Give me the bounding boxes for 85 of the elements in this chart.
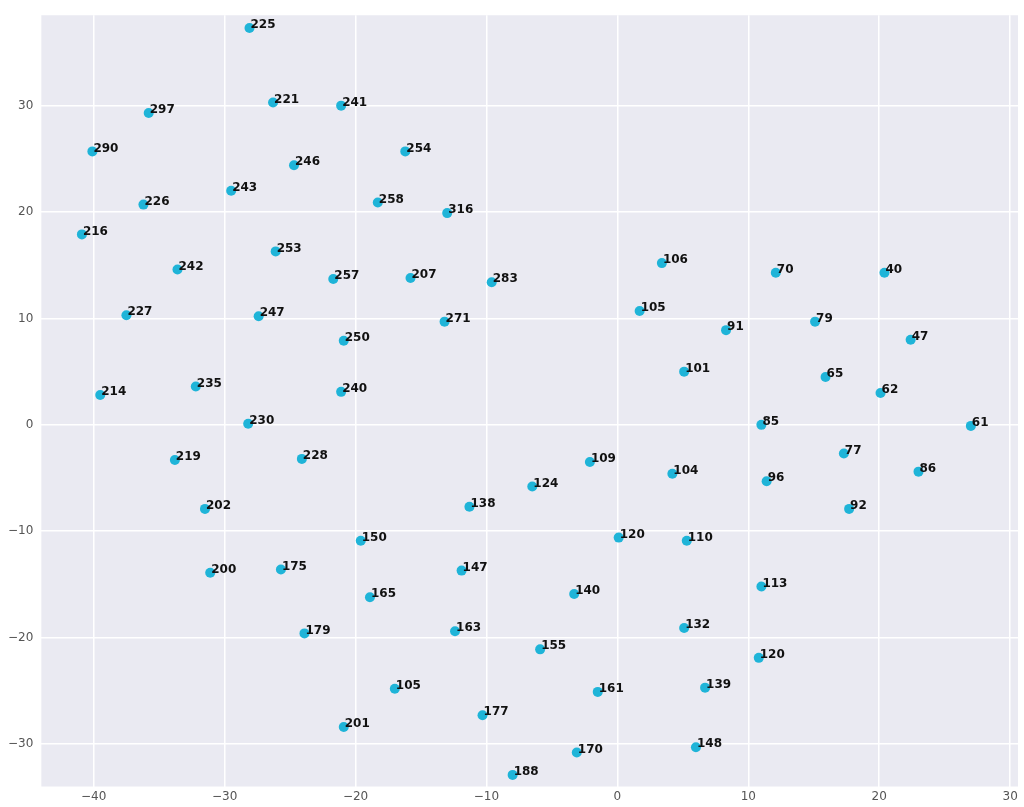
- annotation: 221: [274, 91, 300, 106]
- x-tick-label: −40: [81, 788, 107, 803]
- annotation: 104: [673, 462, 699, 477]
- annotation: 62: [881, 382, 899, 397]
- annotation: 247: [259, 305, 285, 320]
- annotation: 147: [462, 559, 488, 574]
- x-tick-label: −20: [342, 788, 369, 803]
- annotation: 243: [232, 179, 258, 194]
- annotation: 230: [249, 412, 275, 427]
- annotation: 257: [334, 268, 360, 283]
- annotation: 170: [577, 741, 603, 756]
- x-tick-label: 30: [1002, 788, 1018, 803]
- annotation: 240: [342, 380, 368, 395]
- annotation: 47: [911, 328, 929, 343]
- annotation: 201: [344, 716, 370, 731]
- annotation: 155: [541, 638, 567, 653]
- annotation: 105: [640, 300, 666, 315]
- annotation: 79: [816, 310, 833, 325]
- y-tick-label: 20: [18, 204, 34, 219]
- annotation: 91: [727, 319, 744, 334]
- annotation: 96: [767, 470, 785, 485]
- annotation: 120: [759, 646, 785, 661]
- annotation: 132: [685, 617, 711, 632]
- annotation: 283: [492, 271, 518, 286]
- annotation: 242: [178, 258, 204, 273]
- annotation: 258: [378, 191, 404, 206]
- annotation: 297: [149, 102, 175, 117]
- annotation: 109: [590, 451, 616, 466]
- annotation: 225: [250, 17, 276, 32]
- annotation: 254: [406, 140, 432, 155]
- annotation: 40: [885, 261, 903, 276]
- y-tick-label: −30: [8, 736, 34, 751]
- annotation: 207: [411, 267, 437, 282]
- annotation: 219: [175, 449, 201, 464]
- y-tick-label: −20: [8, 629, 34, 644]
- y-tick-label: 0: [25, 416, 34, 431]
- x-tick-label: 20: [871, 788, 887, 803]
- annotation: 175: [281, 558, 307, 573]
- annotation: 226: [144, 193, 170, 208]
- annotation: 214: [101, 384, 127, 399]
- annotation: 92: [850, 498, 867, 513]
- annotation: 200: [211, 561, 237, 576]
- annotation: 202: [205, 498, 232, 513]
- annotation: 105: [395, 677, 421, 692]
- annotation: 188: [513, 764, 539, 779]
- annotation: 163: [456, 620, 482, 635]
- y-tick-label: 10: [18, 310, 34, 325]
- annotation: 77: [844, 442, 862, 457]
- annotation: 85: [762, 413, 780, 428]
- annotation: 86: [919, 460, 937, 475]
- annotation: 61: [971, 415, 989, 430]
- annotation: 250: [344, 329, 370, 344]
- annotation: 140: [575, 583, 601, 598]
- annotation: 290: [93, 140, 119, 155]
- y-tick-label: −10: [8, 523, 34, 538]
- annotation: 165: [370, 586, 396, 601]
- annotation: 227: [127, 304, 153, 319]
- annotation: 161: [598, 681, 624, 696]
- annotation: 139: [706, 676, 732, 691]
- x-tick-label: 10: [740, 788, 756, 803]
- annotation: 177: [483, 704, 509, 719]
- annotation: 120: [619, 526, 645, 541]
- annotation: 235: [196, 375, 222, 390]
- annotation: 70: [776, 261, 794, 276]
- x-tick-label: −30: [211, 788, 238, 803]
- annotation: 113: [762, 575, 788, 590]
- annotation: 124: [533, 475, 559, 490]
- annotation: 150: [361, 529, 387, 544]
- annotation: 65: [826, 366, 844, 381]
- annotation: 106: [662, 252, 688, 267]
- annotation: 216: [82, 223, 108, 238]
- y-tick-label: 30: [18, 97, 34, 112]
- annotation: 228: [302, 448, 328, 463]
- annotation: 271: [445, 310, 471, 325]
- annotation: 246: [295, 154, 321, 169]
- annotation: 253: [276, 240, 302, 255]
- annotation: 316: [448, 202, 474, 217]
- annotation: 148: [696, 736, 722, 751]
- annotation: 179: [305, 622, 331, 637]
- annotation: 138: [470, 495, 496, 510]
- annotation: 241: [342, 94, 368, 109]
- annotation: 110: [687, 529, 713, 544]
- x-tick-label: −10: [473, 788, 500, 803]
- annotation: 101: [685, 360, 711, 375]
- x-tick-label: 0: [613, 788, 622, 803]
